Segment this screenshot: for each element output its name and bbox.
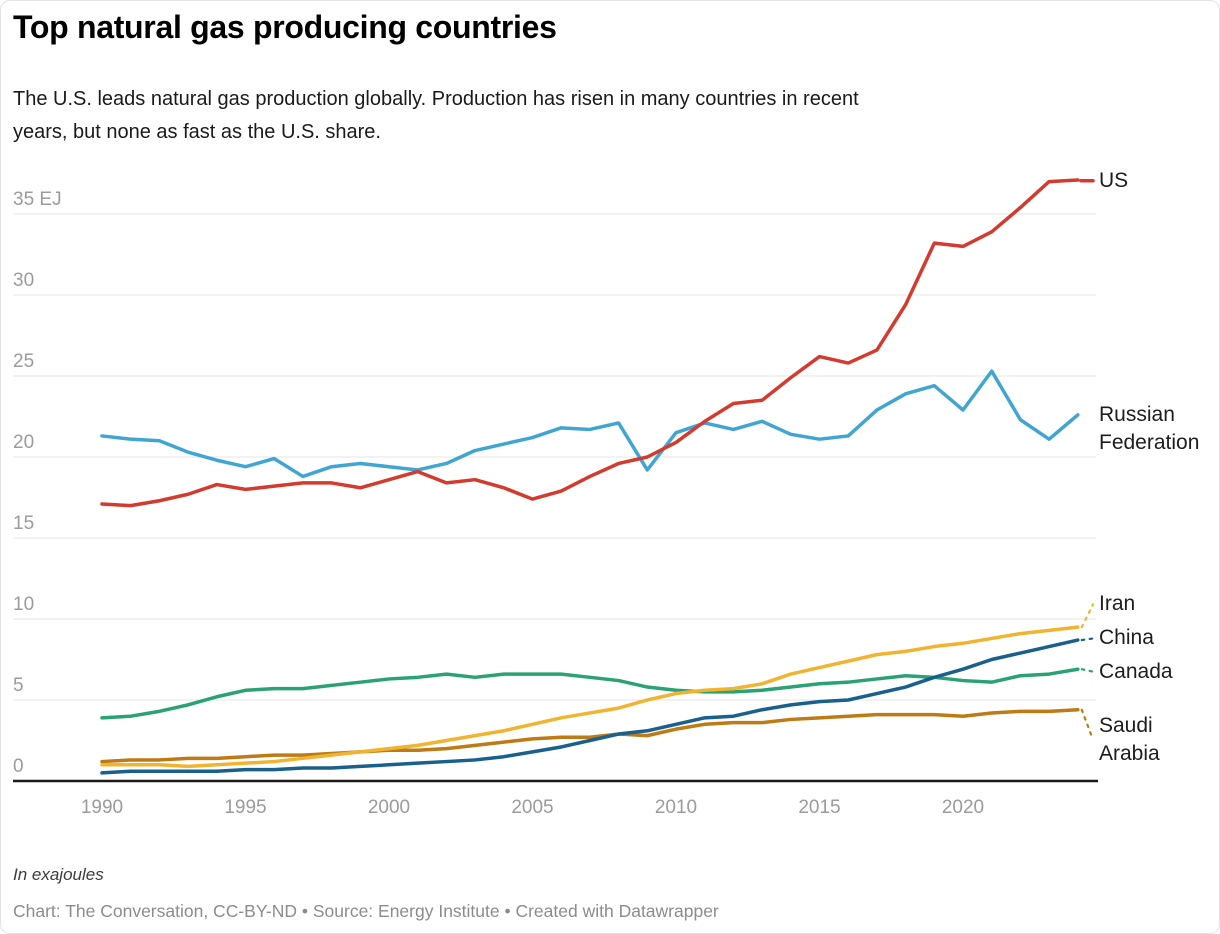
y-tick-label: 20: [13, 432, 34, 453]
x-tick-label: 2005: [511, 797, 553, 818]
y-tick-label: 10: [13, 594, 34, 615]
x-tick-label: 2015: [798, 797, 840, 818]
chart-subtitle: The U.S. leads natural gas production gl…: [13, 83, 859, 149]
series-line-saudi-arabia: [100, 707, 1080, 764]
y-tick-label: 35 EJ: [13, 189, 62, 210]
label-connector-saudi-arabia: [1080, 708, 1095, 741]
x-tick-label: 2020: [942, 797, 984, 818]
series-line-china: [100, 638, 1080, 775]
y-tick-label: 5: [13, 675, 24, 696]
attribution: Chart: The Conversation, CC-BY-ND • Sour…: [13, 901, 719, 921]
chart-title: Top natural gas producing countries: [13, 9, 557, 45]
x-tick-label: 1995: [224, 797, 266, 818]
label-connector-canada: [1080, 668, 1095, 673]
series-line-russian-federation: [100, 369, 1080, 479]
y-tick-label: 15: [13, 513, 34, 534]
series-line-canada: [100, 667, 1080, 720]
y-tick-label: 30: [13, 270, 34, 291]
x-tick-label: 1990: [81, 797, 123, 818]
label-connector-china: [1080, 637, 1095, 642]
y-tick-label: 0: [13, 756, 24, 777]
series-line-us: [100, 178, 1080, 508]
label-connector-iran: [1080, 603, 1095, 629]
x-tick-label: 2000: [368, 797, 410, 818]
chart-subtitle-line-2: years, but none as fast as the U.S. shar…: [13, 121, 381, 143]
x-tick-label: 2010: [655, 797, 697, 818]
y-tick-label: 25: [13, 351, 34, 372]
unit-note: In exajoules: [13, 865, 104, 884]
series-line-iran: [100, 625, 1080, 769]
chart-subtitle-line-1: The U.S. leads natural gas production gl…: [13, 88, 859, 110]
